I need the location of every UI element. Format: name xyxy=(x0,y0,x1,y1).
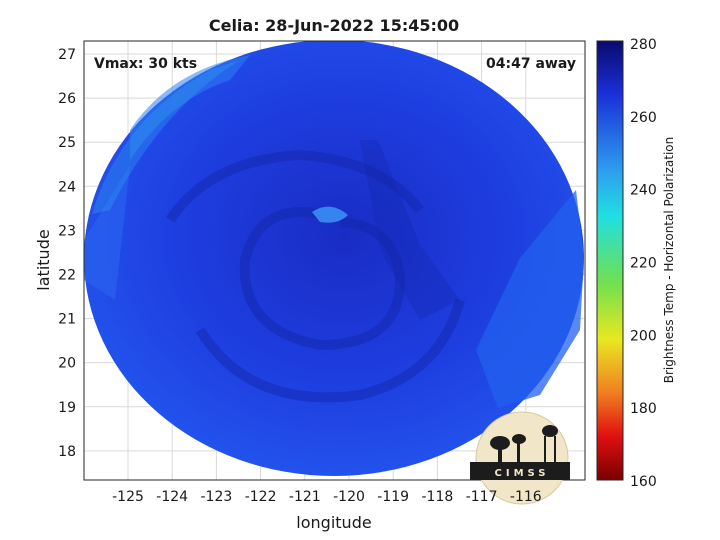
x-tick-label: -124 xyxy=(156,489,188,505)
colorbar-tick-label: 160 xyxy=(630,474,657,490)
y-tick-label: 18 xyxy=(58,444,76,460)
x-tick-label: -122 xyxy=(245,489,277,505)
y-tick-label: 21 xyxy=(58,312,76,328)
x-tick-label: -120 xyxy=(333,489,365,505)
x-tick-label: -118 xyxy=(422,489,454,505)
eye-bright-spot xyxy=(312,206,348,223)
x-tick-label: -125 xyxy=(112,489,144,505)
map-title: Celia: 28-Jun-2022 15:45:00 xyxy=(209,16,459,35)
colorbar-tick-label: 220 xyxy=(630,256,657,272)
x-tick-labels: -125 -124 -123 -122 -121 -120 -119 -118 -117 -116 xyxy=(112,489,542,505)
y-tick-label: 26 xyxy=(58,91,76,107)
y-tick-label: 25 xyxy=(58,135,76,151)
colorbar-tick-label: 260 xyxy=(630,110,657,126)
x-axis-label: longitude xyxy=(296,513,371,532)
colorbar-tick-label: 200 xyxy=(630,328,657,344)
y-tick-label: 22 xyxy=(58,268,76,284)
colorbar-tick-label: 280 xyxy=(630,37,657,53)
swath-edge-northwest xyxy=(130,55,250,160)
x-tick-label: -117 xyxy=(466,489,498,505)
swath-segment-ne-dark xyxy=(360,140,460,320)
swath-bright-rim xyxy=(92,60,240,214)
x-tick-label: -121 xyxy=(289,489,321,505)
axes-frame xyxy=(83,40,586,481)
cimss-logo-text: CIMSS xyxy=(495,468,550,479)
vmax-annotation: Vmax: 30 kts xyxy=(94,56,197,72)
y-tick-label: 19 xyxy=(58,400,76,416)
y-tick-labels: 27 26 25 24 23 22 21 20 19 18 xyxy=(58,47,76,460)
y-tick-label: 20 xyxy=(58,356,76,372)
swath-disc xyxy=(84,41,584,476)
y-tick-label: 24 xyxy=(58,179,76,195)
y-tick-label: 23 xyxy=(58,223,76,239)
swath-segment-east xyxy=(476,190,584,408)
y-axis-label: latitude xyxy=(34,229,53,290)
colorbar-label: Brightness Temp - Horizontal Polarizatio… xyxy=(662,137,676,384)
cimss-logo: CIMSS xyxy=(470,411,570,505)
microwave-swath xyxy=(84,41,584,476)
colorbar-tick-label: 180 xyxy=(630,401,657,417)
colorbar-tick-label: 240 xyxy=(630,183,657,199)
time-away-annotation: 04:47 away xyxy=(486,56,576,72)
spiral-bands xyxy=(165,149,465,403)
colorbar xyxy=(596,40,624,481)
x-tick-label: -119 xyxy=(377,489,409,505)
y-tick-label: 27 xyxy=(58,47,76,63)
colorbar-tick-labels: 280 260 240 220 200 180 160 xyxy=(630,37,657,490)
swath-edge-west xyxy=(84,165,130,300)
x-tick-label: -116 xyxy=(510,489,542,505)
x-tick-label: -123 xyxy=(201,489,233,505)
